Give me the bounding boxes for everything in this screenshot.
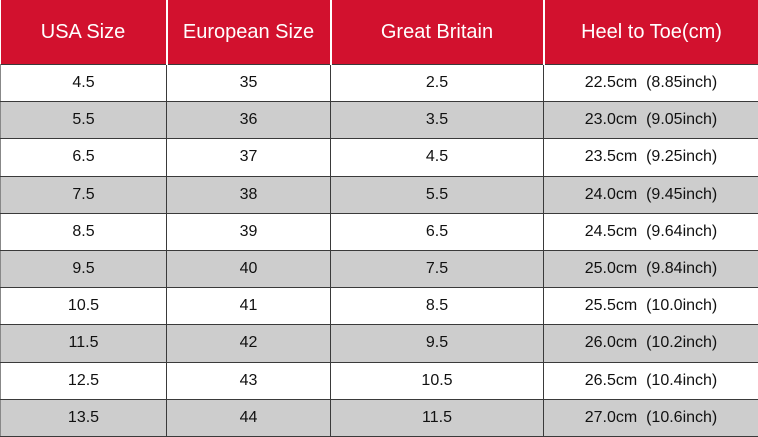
usa-size-cell: 4.5	[0, 63, 167, 103]
great-britain-cell: 11.5	[330, 398, 544, 437]
table-row: 9.5 40 7.5 25.0cm (9.84inch)	[0, 249, 758, 289]
heel-to-toe-cell: 25.5cm (10.0inch)	[543, 287, 758, 326]
heel-to-toe-cell: 23.0cm (9.05inch)	[543, 101, 758, 140]
european-size-cell: 41	[166, 287, 331, 326]
great-britain-cell: 7.5	[330, 249, 544, 289]
usa-size-cell: 9.5	[0, 249, 167, 289]
great-britain-cell: 4.5	[330, 138, 544, 177]
table-row: 13.5 44 11.5 27.0cm (10.6inch)	[0, 398, 758, 437]
usa-size-cell: 5.5	[0, 101, 167, 140]
european-size-cell: 44	[166, 398, 331, 437]
heel-to-toe-cell: 24.0cm (9.45inch)	[543, 175, 758, 214]
header-european-size: European Size	[165, 0, 332, 65]
usa-size-cell: 12.5	[0, 361, 167, 400]
usa-size-cell: 13.5	[0, 398, 167, 437]
table-row: 4.5 35 2.5 22.5cm (8.85inch)	[0, 63, 758, 103]
heel-to-toe-cell: 27.0cm (10.6inch)	[543, 398, 758, 437]
heel-to-toe-cell: 24.5cm (9.64inch)	[543, 212, 758, 251]
table-row: 5.5 36 3.5 23.0cm (9.05inch)	[0, 101, 758, 140]
table-row: 6.5 37 4.5 23.5cm (9.25inch)	[0, 138, 758, 177]
header-heel-to-toe: Heel to Toe(cm)	[542, 0, 758, 65]
european-size-cell: 37	[166, 138, 331, 177]
table-body: 4.5 35 2.5 22.5cm (8.85inch) 5.5 36 3.5 …	[0, 63, 758, 437]
usa-size-cell: 11.5	[0, 324, 167, 363]
table-row: 10.5 41 8.5 25.5cm (10.0inch)	[0, 287, 758, 326]
table-header: USA Size European Size Great Britain Hee…	[0, 0, 758, 65]
table-row: 12.5 43 10.5 26.5cm (10.4inch)	[0, 361, 758, 400]
heel-to-toe-cell: 25.0cm (9.84inch)	[543, 249, 758, 289]
header-row: USA Size European Size Great Britain Hee…	[0, 0, 758, 65]
header-usa-size: USA Size	[0, 0, 168, 65]
great-britain-cell: 2.5	[330, 63, 544, 103]
great-britain-cell: 5.5	[330, 175, 544, 214]
table-row: 8.5 39 6.5 24.5cm (9.64inch)	[0, 212, 758, 251]
usa-size-cell: 10.5	[0, 287, 167, 326]
european-size-cell: 38	[166, 175, 331, 214]
european-size-cell: 40	[166, 249, 331, 289]
european-size-cell: 35	[166, 63, 331, 103]
header-great-britain: Great Britain	[329, 0, 545, 65]
heel-to-toe-cell: 26.5cm (10.4inch)	[543, 361, 758, 400]
european-size-cell: 43	[166, 361, 331, 400]
heel-to-toe-cell: 23.5cm (9.25inch)	[543, 138, 758, 177]
heel-to-toe-cell: 22.5cm (8.85inch)	[543, 63, 758, 103]
great-britain-cell: 3.5	[330, 101, 544, 140]
usa-size-cell: 6.5	[0, 138, 167, 177]
table-row: 7.5 38 5.5 24.0cm (9.45inch)	[0, 175, 758, 214]
great-britain-cell: 9.5	[330, 324, 544, 363]
table-row: 11.5 42 9.5 26.0cm (10.2inch)	[0, 324, 758, 363]
great-britain-cell: 8.5	[330, 287, 544, 326]
heel-to-toe-cell: 26.0cm (10.2inch)	[543, 324, 758, 363]
usa-size-cell: 7.5	[0, 175, 167, 214]
european-size-cell: 42	[166, 324, 331, 363]
european-size-cell: 36	[166, 101, 331, 140]
usa-size-cell: 8.5	[0, 212, 167, 251]
great-britain-cell: 6.5	[330, 212, 544, 251]
great-britain-cell: 10.5	[330, 361, 544, 400]
european-size-cell: 39	[166, 212, 331, 251]
